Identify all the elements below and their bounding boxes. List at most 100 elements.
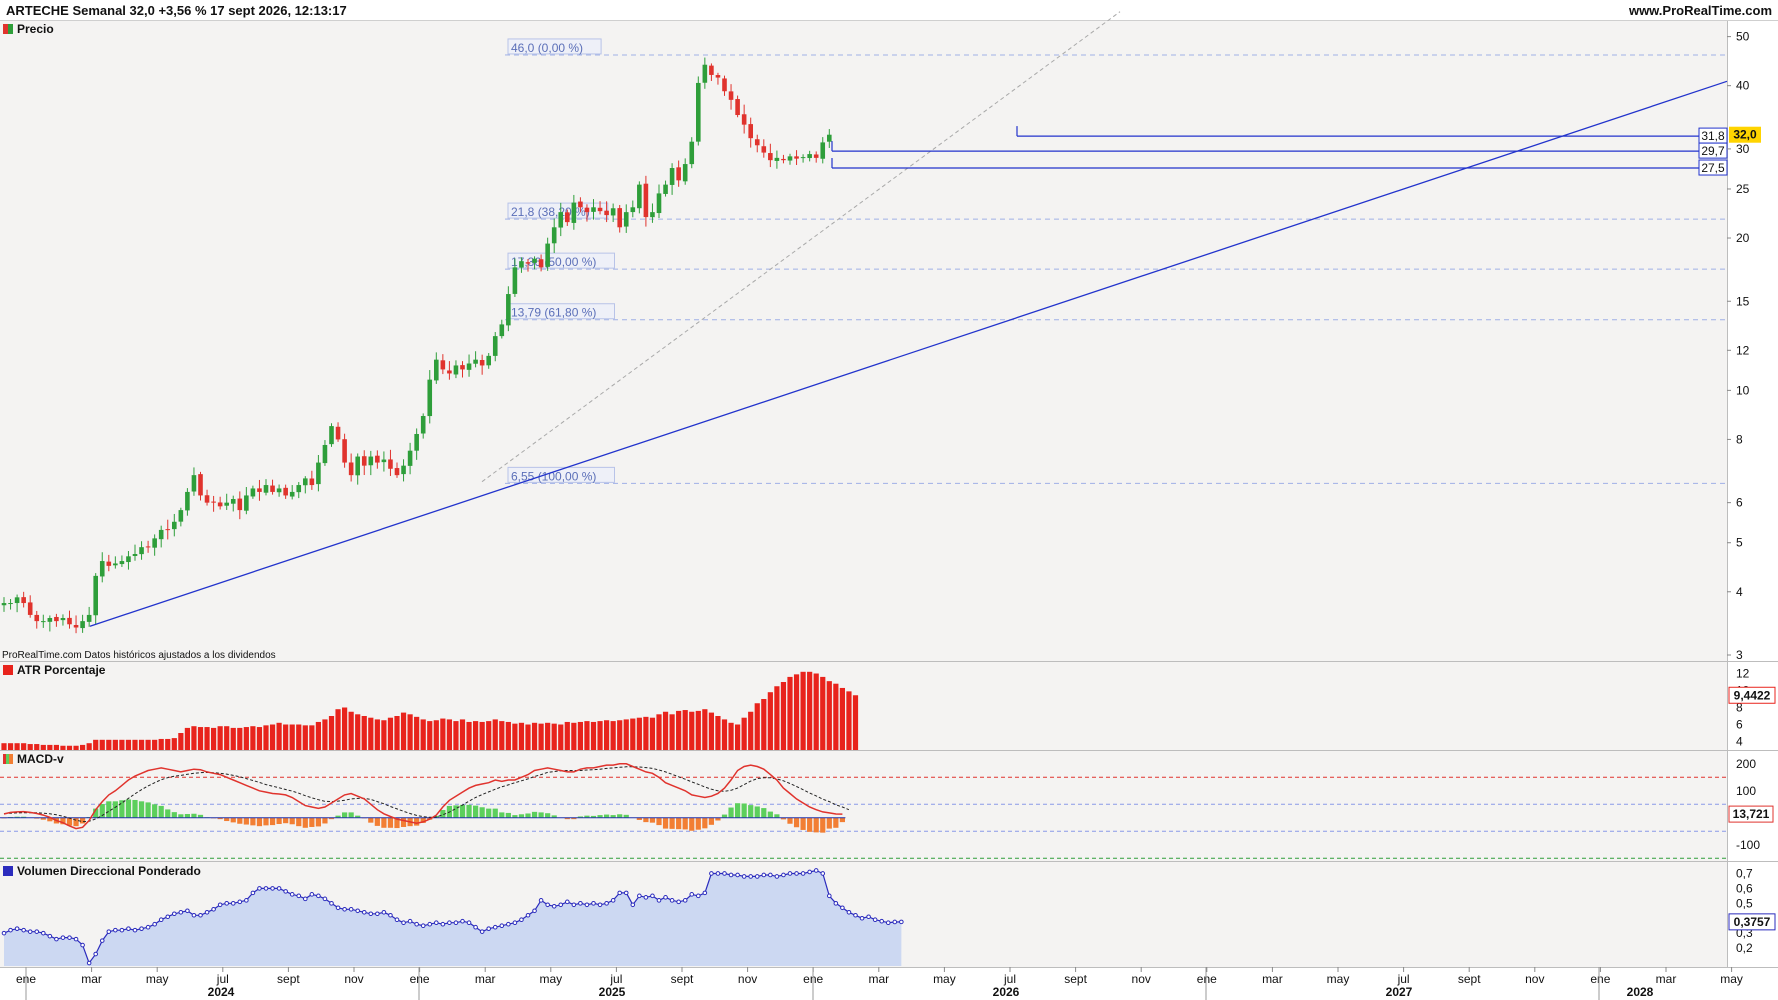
volume-point[interactable] [781,872,786,878]
macd-hist-bar[interactable] [656,817,662,826]
macd-hist-bar[interactable] [152,804,158,818]
macd-hist-bar[interactable] [302,817,308,828]
volume-point[interactable] [591,901,596,906]
atr-bar[interactable] [289,724,295,751]
volume-point[interactable] [113,927,118,933]
candle[interactable] [361,456,367,466]
atr-bar[interactable] [211,727,217,750]
atr-bar[interactable] [577,721,583,750]
candle[interactable] [27,602,33,615]
atr-bar[interactable] [342,707,348,751]
candle[interactable] [54,616,59,622]
candle[interactable] [420,415,426,434]
candle[interactable] [722,78,727,92]
atr-bar[interactable] [165,738,171,750]
volume-point[interactable] [106,929,112,934]
candle[interactable] [86,614,92,622]
volume-point[interactable] [185,908,190,914]
candle[interactable] [532,258,537,263]
atr-bar[interactable] [721,719,728,750]
macd-hist-bar[interactable] [355,815,361,818]
atr-bar[interactable] [499,721,505,750]
volume-point[interactable] [532,908,537,914]
atr-bar[interactable] [807,671,813,750]
atr-bar[interactable] [335,709,341,750]
atr-bar[interactable] [459,719,466,750]
atr-bar[interactable] [158,738,164,750]
macd-hist-bar[interactable] [342,812,348,818]
volume-point[interactable] [519,917,524,923]
atr-bar[interactable] [73,745,79,750]
volume-point[interactable] [67,935,72,940]
volume-point[interactable] [132,927,138,933]
candle[interactable] [479,359,485,366]
macd-hist-bar[interactable] [138,801,145,818]
volume-point[interactable] [414,921,419,927]
atr-bar[interactable] [132,739,138,750]
macd-hist-bar[interactable] [296,817,302,827]
atr-bar[interactable] [793,674,800,750]
atr-bar[interactable] [446,719,452,750]
atr-bar[interactable] [453,721,459,750]
atr-bar[interactable] [171,738,177,750]
candle[interactable] [1,603,7,606]
candle[interactable] [735,99,740,116]
volume-point[interactable] [21,927,26,933]
candle[interactable] [198,474,203,496]
atr-bar[interactable] [433,720,439,750]
candle[interactable] [381,459,387,463]
candle[interactable] [702,64,708,83]
volume-point[interactable] [820,871,826,876]
candle[interactable] [276,488,282,493]
volume-point[interactable] [250,890,256,896]
volume-point[interactable] [676,899,681,905]
volume-point[interactable] [172,911,177,917]
atr-bar[interactable] [590,721,597,750]
atr-bar[interactable] [276,722,282,750]
macd-hist-bar[interactable] [590,815,597,818]
candle[interactable] [761,146,767,153]
volume-point[interactable] [794,871,799,876]
volume-point[interactable] [41,930,46,936]
atr-bar[interactable] [604,720,610,750]
volume-point[interactable] [204,909,210,915]
atr-bar[interactable] [735,724,741,751]
volume-point[interactable] [650,893,655,899]
atr-bar[interactable] [21,743,27,750]
macd-hist-bar[interactable] [250,817,256,826]
candle[interactable] [368,456,374,466]
atr-bar[interactable] [741,717,747,750]
candle[interactable] [453,365,459,375]
atr-bar[interactable] [315,721,321,750]
atr-bar[interactable] [250,726,256,750]
volume-point[interactable] [892,919,898,925]
macd-hist-bar[interactable] [217,817,223,820]
macd-hist-bar[interactable] [669,817,675,829]
candle[interactable] [204,495,210,503]
candle[interactable] [551,227,557,244]
atr-bar[interactable] [584,721,590,750]
atr-bar[interactable] [414,716,420,750]
macd-hist-bar[interactable] [525,813,531,818]
atr-bar[interactable] [512,723,518,750]
macd-hist-bar[interactable] [492,808,498,818]
macd-hist-bar[interactable] [774,814,780,818]
macd-hist-bar[interactable] [328,817,335,820]
macd-hist-bar[interactable] [643,817,649,823]
atr-bar[interactable] [86,743,92,750]
volume-point[interactable] [617,890,623,896]
atr-bar[interactable] [695,710,701,750]
macd-hist-bar[interactable] [348,812,354,818]
volume-point[interactable] [630,902,636,908]
candle[interactable] [329,426,334,445]
atr-bar[interactable] [407,714,413,750]
volume-point[interactable] [8,927,13,933]
candle[interactable] [538,259,544,268]
candle[interactable] [800,157,806,159]
macd-hist-bar[interactable] [125,799,132,818]
macd-hist-bar[interactable] [119,800,125,818]
volume-point[interactable] [643,895,649,900]
macd-hist-bar[interactable] [269,817,276,826]
atr-bar[interactable] [420,719,426,750]
